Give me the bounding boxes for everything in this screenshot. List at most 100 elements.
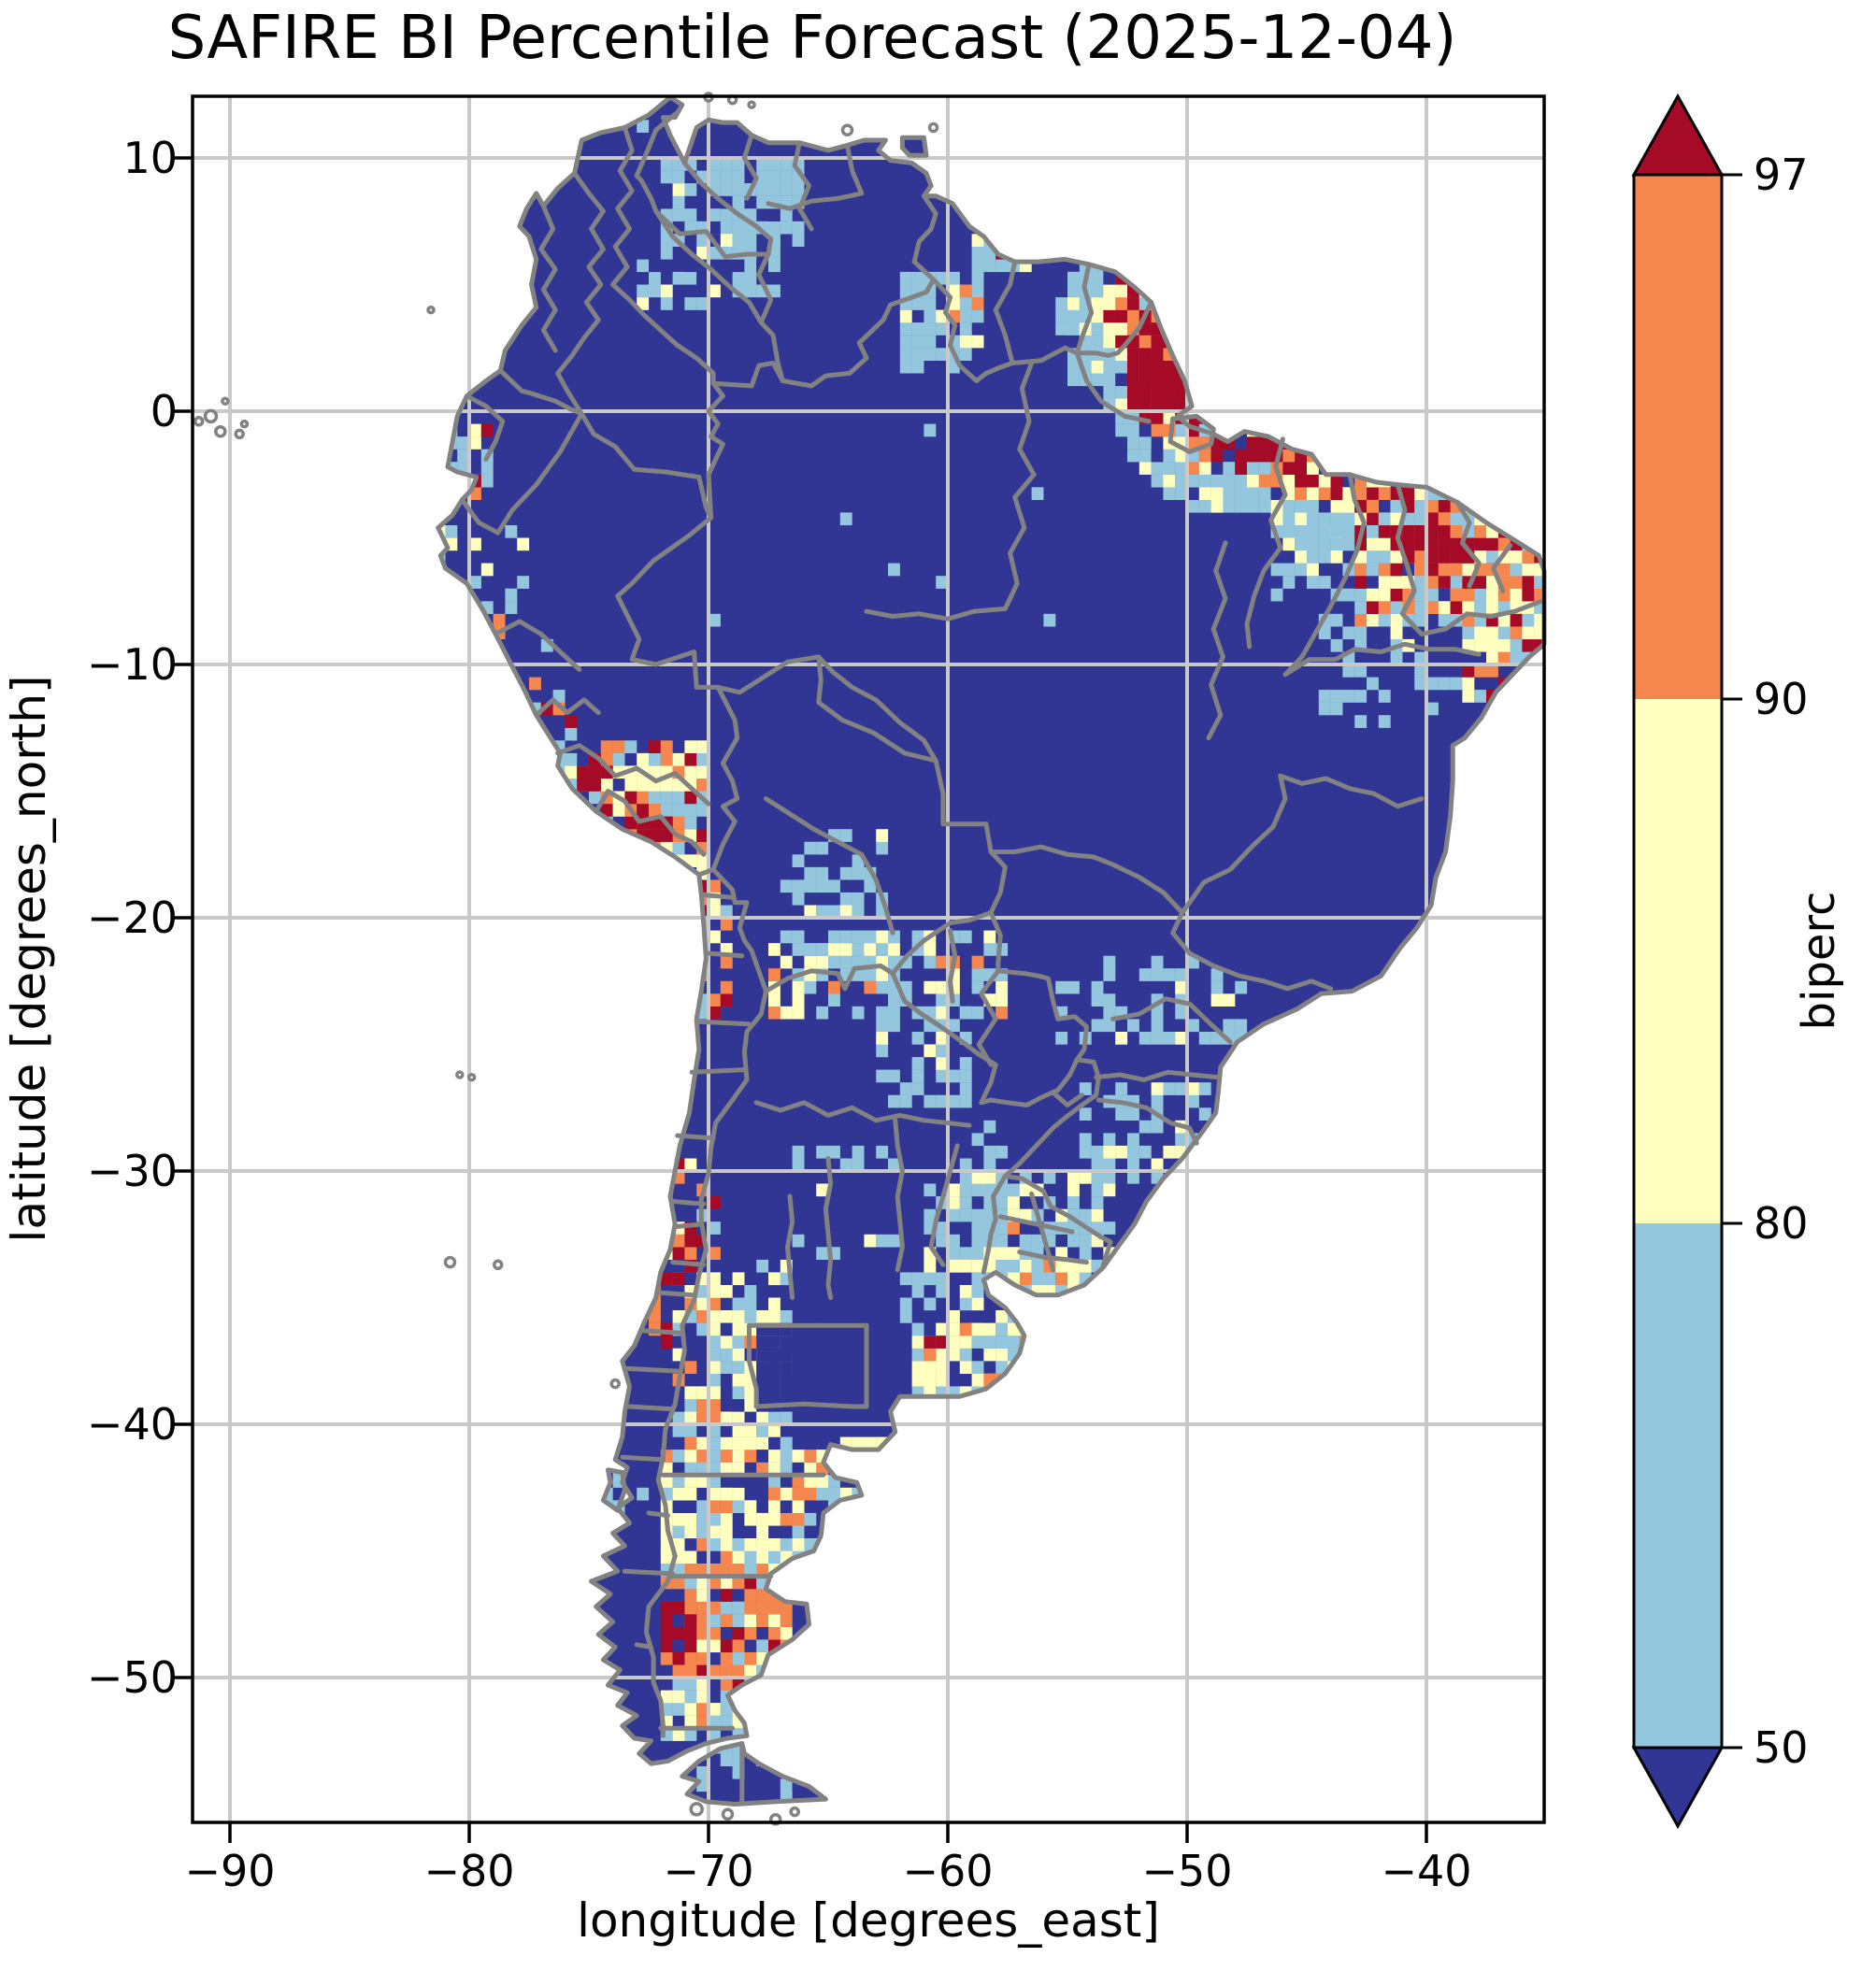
raster-cell: [600, 829, 613, 842]
raster-cell: [660, 1550, 673, 1564]
admin-border: [653, 208, 764, 325]
raster-cell: [1198, 1032, 1211, 1045]
raster-cell: [948, 1259, 960, 1273]
raster-cell: [756, 1728, 769, 1741]
coastline: [600, 1467, 627, 1513]
raster-cell: [780, 1576, 793, 1590]
raster-cell: [1342, 626, 1355, 640]
raster-cell: [1330, 613, 1343, 627]
raster-cell: [720, 918, 733, 931]
raster-cell: [469, 537, 481, 551]
raster-cell: [1307, 537, 1319, 551]
raster-cell: [1067, 1183, 1080, 1197]
raster-cell: [1008, 1398, 1020, 1412]
raster-cell: [816, 879, 829, 893]
raster-cell: [1127, 1145, 1139, 1159]
raster-cell: [804, 841, 817, 855]
raster-cell: [720, 1411, 733, 1425]
raster-cell: [1235, 499, 1248, 513]
raster-cell: [792, 854, 805, 867]
raster-cell: [1342, 411, 1355, 424]
raster-cell: [1210, 335, 1224, 349]
raster-cell: [1522, 588, 1535, 602]
raster-cell: [1198, 1145, 1211, 1159]
raster-cell: [911, 322, 924, 336]
raster-cell: [720, 1715, 733, 1729]
raster-cell: [1426, 512, 1439, 526]
raster-cell: [1008, 1221, 1020, 1235]
raster-cell: [684, 1335, 697, 1349]
raster-cell: [577, 765, 590, 779]
raster-cell: [1486, 651, 1498, 665]
raster-cell: [732, 158, 745, 171]
raster-cell: [649, 259, 661, 273]
raster-cell: [696, 1765, 709, 1779]
admin-border: [1395, 482, 1417, 617]
raster-cell: [720, 1651, 733, 1665]
raster-cell: [1582, 601, 1594, 614]
raster-cell: [1497, 638, 1511, 652]
raster-cell: [732, 259, 745, 273]
raster-cell: [732, 1487, 745, 1501]
raster-cell: [696, 1525, 709, 1539]
raster-cell: [1426, 550, 1439, 564]
raster-cell: [1091, 297, 1104, 310]
raster-cell: [1115, 259, 1128, 273]
raster-cell: [768, 1728, 780, 1741]
raster-cell: [1187, 474, 1199, 488]
raster-cell: [1127, 385, 1139, 399]
raster-cell: [1223, 1019, 1236, 1033]
raster-cell: [552, 854, 566, 867]
raster-cell: [1019, 1208, 1032, 1222]
raster-cell: [565, 752, 578, 766]
raster-cell: [1402, 411, 1415, 424]
raster-cell: [660, 1221, 673, 1235]
raster-cell: [684, 1715, 697, 1729]
raster-cell: [1307, 411, 1319, 424]
raster-cell: [672, 1678, 685, 1691]
raster-cell: [780, 1576, 793, 1590]
raster-cell: [1115, 360, 1128, 374]
raster-cell: [911, 1373, 924, 1387]
raster-cell: [637, 854, 650, 867]
raster-cell: [445, 525, 458, 538]
raster-cell: [696, 246, 709, 260]
admin-border: [1278, 773, 1425, 809]
raster-cell: [709, 1500, 721, 1513]
raster-cell: [936, 1057, 949, 1070]
raster-cell: [924, 1297, 937, 1311]
raster-cell: [1019, 1398, 1032, 1412]
raster-cell: [1235, 360, 1248, 374]
raster-cell: [660, 284, 673, 298]
raster-cell: [1079, 1107, 1092, 1121]
raster-cell: [971, 360, 984, 374]
raster-cell: [1582, 576, 1594, 589]
raster-cell: [1390, 550, 1403, 564]
admin-border: [1454, 500, 1482, 589]
raster-cell: [709, 1564, 721, 1577]
raster-cell: [1354, 462, 1368, 475]
raster-cell: [709, 993, 721, 1007]
raster-cell: [1151, 348, 1164, 361]
raster-cell: [924, 1398, 937, 1412]
raster-cell: [1127, 373, 1139, 387]
admin-border: [823, 1156, 834, 1300]
raster-cell: [1210, 449, 1224, 463]
raster-cell: [684, 1234, 697, 1248]
raster-cell: [936, 576, 949, 589]
raster-cell: [1378, 715, 1391, 728]
raster-cell: [577, 816, 590, 830]
raster-cell: [1486, 537, 1498, 551]
raster-cell: [1163, 271, 1176, 285]
raster-cell: [792, 1335, 805, 1349]
raster-cell: [1270, 385, 1283, 399]
raster-cell: [995, 1310, 1009, 1323]
raster-cell: [1198, 309, 1211, 323]
raster-cell: [1450, 550, 1463, 564]
raster-cell: [804, 1564, 817, 1577]
raster-cell: [660, 1601, 673, 1615]
raster-cell: [1546, 614, 1558, 627]
raster-cell: [684, 183, 697, 196]
raster-cell: [899, 348, 912, 361]
raster-cell: [816, 1145, 829, 1159]
